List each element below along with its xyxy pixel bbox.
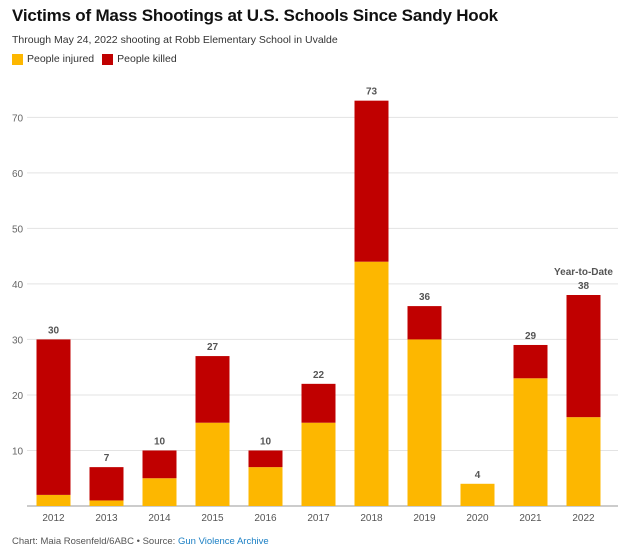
- data-label-total-2017: 22: [313, 370, 325, 381]
- data-label-total-2018: 73: [366, 87, 378, 98]
- legend-swatch-killed: [102, 53, 114, 65]
- legend-label-killed: People killed: [117, 53, 177, 65]
- footer-credit: Chart: Maia Rosenfeld/6ABC • Source:: [12, 536, 178, 547]
- bar-killed-2022: [566, 295, 601, 418]
- source-link[interactable]: Gun Violence Archive: [177, 536, 269, 547]
- legend-item-injured: People injured: [12, 53, 94, 65]
- bar-killed-2012: [36, 339, 71, 495]
- x-tick-label-2020: 2020: [466, 513, 489, 524]
- data-label-total-2020: 4: [475, 470, 481, 481]
- bar-killed-2018: [354, 100, 389, 262]
- y-tick-label: 60: [12, 169, 24, 180]
- y-tick-label: 40: [12, 280, 24, 291]
- x-tick-label-2019: 2019: [413, 513, 436, 524]
- legend: People injured People killed: [12, 53, 185, 65]
- y-tick-label: 50: [12, 224, 24, 235]
- bar-killed-2017: [301, 383, 336, 423]
- bar-killed-2019: [407, 306, 442, 340]
- data-label-total-2015: 27: [207, 342, 219, 353]
- data-label-total-2019: 36: [419, 292, 431, 303]
- data-label-total-2012: 30: [48, 325, 60, 336]
- y-tick-label: 70: [12, 113, 24, 124]
- bar-killed-2013: [89, 467, 124, 501]
- bar-killed-2014: [142, 450, 177, 479]
- bar-injured-2014: [142, 478, 177, 506]
- bar-injured-2015: [195, 422, 230, 506]
- legend-swatch-injured: [12, 53, 23, 65]
- legend-label-injured: People injured: [27, 53, 95, 65]
- bar-injured-2020: [460, 483, 495, 506]
- bar-injured-2022: [566, 417, 601, 506]
- x-tick-label-2015: 2015: [201, 513, 224, 524]
- data-label-total-2016: 10: [260, 436, 272, 447]
- x-tick-label-2013: 2013: [95, 513, 118, 524]
- bar-injured-2021: [513, 378, 548, 506]
- x-tick-label-2016: 2016: [254, 513, 277, 524]
- x-tick-label-2018: 2018: [360, 513, 383, 524]
- bar-injured-2017: [301, 422, 336, 506]
- bar-killed-2016: [248, 450, 283, 468]
- chart-subtitle: Through May 24, 2022 shooting at Robb El…: [12, 34, 338, 46]
- x-tick-label-2021: 2021: [519, 513, 542, 524]
- x-tick-label-2012: 2012: [42, 513, 65, 524]
- bar-injured-2019: [407, 339, 442, 506]
- data-label-total-2021: 29: [525, 331, 537, 342]
- bar-injured-2016: [248, 467, 283, 506]
- chart-title: Victims of Mass Shootings at U.S. School…: [12, 6, 498, 25]
- y-tick-label: 10: [12, 446, 24, 457]
- bar-killed-2021: [513, 344, 548, 379]
- bar-injured-2018: [354, 261, 389, 506]
- x-tick-label-2017: 2017: [307, 513, 330, 524]
- y-tick-label: 20: [12, 391, 24, 402]
- data-label-total-2014: 10: [154, 436, 166, 447]
- annotation-year-to-date: Year-to-Date: [554, 267, 613, 278]
- x-tick-label-2022: 2022: [572, 513, 595, 524]
- chart-footer: Chart: Maia Rosenfeld/6ABC • Source: Gun…: [12, 536, 269, 547]
- y-tick-label: 30: [12, 335, 24, 346]
- bar-killed-2015: [195, 356, 230, 423]
- bar-injured-2012: [36, 494, 71, 506]
- data-label-total-2022: 38: [578, 281, 590, 292]
- legend-item-killed: People killed: [102, 53, 177, 65]
- bar-injured-2013: [89, 500, 124, 506]
- x-tick-label-2014: 2014: [148, 513, 171, 524]
- data-label-total-2013: 7: [104, 453, 110, 464]
